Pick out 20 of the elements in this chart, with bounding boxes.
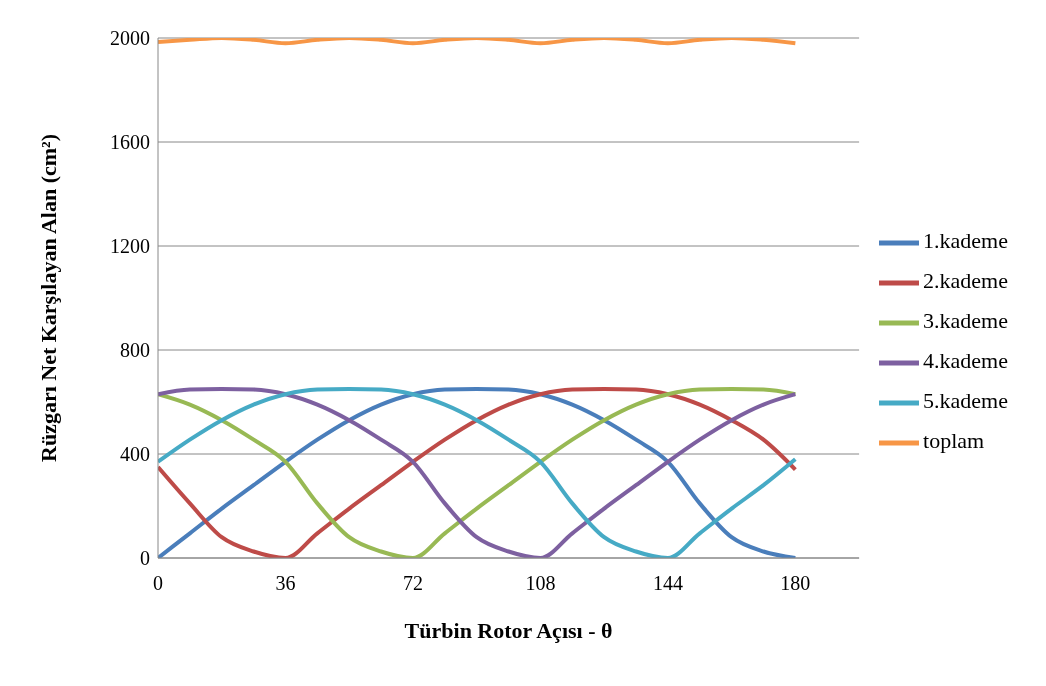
x-tick-label: 108: [525, 572, 556, 595]
x-tick-label: 144: [652, 572, 683, 595]
y-tick-label: 1600: [110, 131, 150, 154]
x-tick-label: 36: [275, 572, 296, 595]
line-series: [158, 387, 798, 558]
legend-label: 5.kademe: [923, 388, 1008, 414]
x-axis-title: Türbin Rotor Açısı - θ: [404, 618, 613, 643]
x-tick-label: 180: [780, 572, 811, 595]
y-tick-label: 1200: [110, 235, 150, 258]
legend-label: 2.kademe: [923, 268, 1008, 294]
legend-label: 3.kademe: [923, 308, 1008, 334]
y-tick-label: 400: [120, 443, 150, 466]
y-axis-title: Rüzgarı Net Karşılayan Alan (cm²): [35, 133, 61, 463]
y-tick-label: 0: [140, 547, 150, 570]
legend-label: 1.kademe: [923, 228, 1008, 254]
legend-label: toplam: [923, 428, 985, 454]
y-tick-label: 800: [120, 339, 150, 362]
y-tick-label: 2000: [110, 27, 150, 50]
x-tick-label: 72: [402, 572, 423, 595]
legend-label: 4.kademe: [923, 348, 1008, 374]
